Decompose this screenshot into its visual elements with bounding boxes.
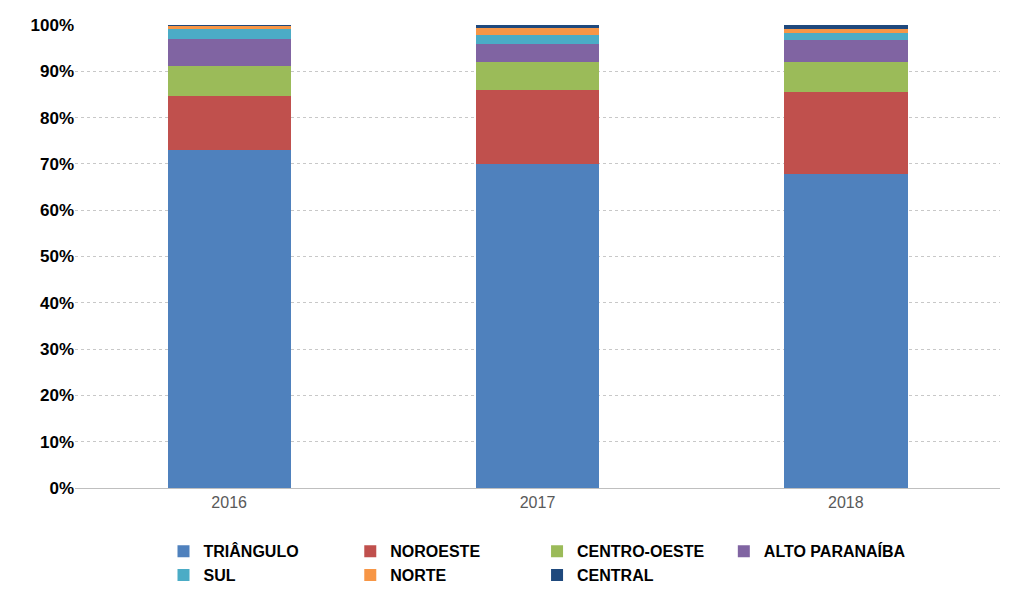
svg-text:NORTE: NORTE (390, 567, 446, 584)
svg-text:CENTRO-OESTE: CENTRO-OESTE (577, 543, 704, 560)
svg-text:CENTRAL: CENTRAL (577, 567, 654, 584)
svg-text:2017: 2017 (520, 494, 556, 511)
svg-text:NOROESTE: NOROESTE (390, 543, 480, 560)
svg-text:20%: 20% (40, 386, 74, 405)
svg-text:50%: 50% (40, 247, 74, 266)
svg-text:40%: 40% (40, 294, 74, 313)
svg-text:TRIÂNGULO: TRIÂNGULO (204, 542, 299, 560)
svg-text:2016: 2016 (211, 494, 247, 511)
svg-text:ALTO PARANAÍBA: ALTO PARANAÍBA (764, 542, 906, 560)
svg-text:70%: 70% (40, 155, 74, 174)
svg-text:100%: 100% (31, 16, 74, 35)
svg-text:10%: 10% (40, 433, 74, 452)
svg-text:0%: 0% (49, 479, 74, 498)
svg-text:30%: 30% (40, 340, 74, 359)
svg-text:80%: 80% (40, 109, 74, 128)
svg-text:60%: 60% (40, 201, 74, 220)
svg-text:SUL: SUL (204, 567, 236, 584)
svg-text:90%: 90% (40, 62, 74, 81)
svg-text:2018: 2018 (828, 494, 864, 511)
